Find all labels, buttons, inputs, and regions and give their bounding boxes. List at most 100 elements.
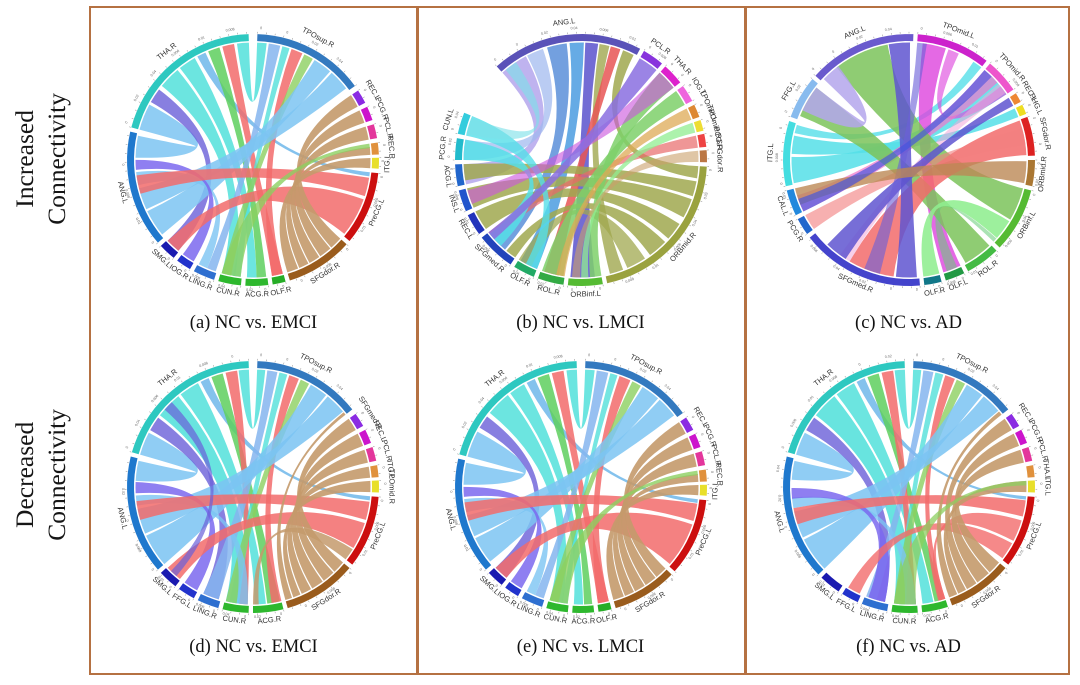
svg-text:0.04: 0.04	[546, 610, 554, 616]
svg-text:0.04: 0.04	[134, 419, 141, 427]
svg-text:0.01: 0.01	[781, 192, 787, 200]
svg-text:0: 0	[260, 353, 262, 357]
svg-text:0: 0	[381, 466, 385, 469]
svg-text:0: 0	[994, 59, 998, 63]
svg-text:INS.L: INS.L	[447, 193, 462, 214]
svg-text:0.006: 0.006	[499, 376, 509, 385]
svg-text:0.04: 0.04	[336, 57, 344, 65]
svg-text:0: 0	[699, 104, 703, 107]
svg-text:0: 0	[995, 254, 999, 258]
svg-text:ITG.L: ITG.L	[765, 143, 775, 162]
svg-text:0.008: 0.008	[553, 354, 563, 360]
svg-text:0: 0	[709, 169, 713, 171]
svg-text:0: 0	[890, 287, 893, 291]
svg-text:0: 0	[708, 503, 712, 506]
svg-text:0.006: 0.006	[701, 524, 708, 534]
svg-text:0.008: 0.008	[124, 189, 130, 199]
svg-text:0: 0	[527, 277, 530, 281]
svg-text:ANG.L: ANG.L	[116, 180, 130, 204]
svg-text:0: 0	[378, 124, 382, 127]
svg-text:0.04: 0.04	[218, 283, 226, 289]
svg-text:SFGdor.R: SFGdor.R	[1038, 116, 1053, 151]
svg-text:0.02: 0.02	[541, 30, 549, 36]
svg-text:0: 0	[260, 26, 262, 30]
svg-text:0.02: 0.02	[573, 615, 580, 619]
svg-text:0.006: 0.006	[519, 600, 529, 608]
svg-text:0: 0	[348, 571, 352, 575]
svg-text:CUN.R: CUN.R	[216, 285, 242, 298]
svg-text:0: 0	[300, 278, 303, 282]
svg-text:0: 0	[784, 110, 788, 113]
svg-text:ORBmid.R: ORBmid.R	[668, 230, 698, 264]
svg-text:0.01: 0.01	[1018, 549, 1025, 557]
svg-text:0.008: 0.008	[225, 27, 235, 33]
svg-text:0.006: 0.006	[374, 521, 381, 531]
svg-text:TPOmid.R: TPOmid.R	[387, 469, 396, 505]
svg-text:0.006: 0.006	[481, 244, 490, 253]
svg-text:0.04: 0.04	[222, 611, 230, 616]
svg-text:0: 0	[779, 182, 783, 185]
svg-text:0.01: 0.01	[818, 580, 826, 588]
svg-text:0: 0	[244, 615, 246, 619]
svg-text:0: 0	[811, 67, 815, 71]
svg-text:0.02: 0.02	[777, 495, 782, 502]
svg-text:0.02: 0.02	[885, 354, 893, 359]
svg-text:0: 0	[1033, 447, 1037, 450]
svg-text:0.02: 0.02	[121, 488, 125, 495]
svg-text:0: 0	[709, 487, 713, 489]
svg-text:0: 0	[360, 411, 364, 415]
svg-text:0.01: 0.01	[688, 552, 695, 560]
svg-text:0.02: 0.02	[311, 367, 319, 374]
svg-text:0: 0	[571, 288, 573, 292]
svg-text:0.04: 0.04	[776, 465, 781, 472]
svg-text:0: 0	[472, 232, 476, 236]
svg-text:0.02: 0.02	[448, 138, 453, 145]
svg-text:0.008: 0.008	[452, 516, 458, 526]
svg-text:0: 0	[1037, 162, 1041, 164]
svg-text:0.04: 0.04	[570, 26, 577, 30]
svg-text:PCG.R: PCG.R	[437, 135, 448, 160]
svg-text:0.01: 0.01	[173, 375, 181, 382]
svg-text:0.01: 0.01	[360, 225, 367, 233]
svg-text:0.02: 0.02	[461, 421, 468, 429]
svg-text:0: 0	[670, 62, 674, 66]
svg-text:0.02: 0.02	[246, 288, 253, 292]
svg-text:0: 0	[691, 415, 695, 419]
svg-text:0: 0	[858, 362, 861, 366]
svg-text:0: 0	[459, 208, 463, 211]
svg-text:0: 0	[800, 232, 804, 236]
svg-text:0: 0	[942, 357, 945, 361]
svg-text:0: 0	[452, 448, 456, 451]
svg-text:0.01: 0.01	[362, 549, 369, 557]
svg-text:ITG.L: ITG.L	[710, 481, 719, 500]
svg-text:0: 0	[383, 482, 387, 484]
svg-text:LING.R: LING.R	[859, 608, 886, 624]
svg-text:0: 0	[231, 354, 234, 358]
svg-text:0.008: 0.008	[453, 191, 459, 201]
svg-text:OLF.R: OLF.R	[270, 284, 293, 297]
svg-text:0.04: 0.04	[832, 264, 840, 271]
svg-text:0: 0	[711, 152, 715, 154]
svg-text:0.006: 0.006	[860, 606, 870, 613]
svg-text:0: 0	[563, 614, 566, 618]
svg-text:0.006: 0.006	[195, 602, 205, 609]
svg-text:0.02: 0.02	[858, 278, 866, 284]
svg-text:0.01: 0.01	[463, 544, 470, 552]
svg-text:0: 0	[125, 446, 129, 449]
svg-text:0.008: 0.008	[1012, 78, 1021, 88]
svg-text:TPOmid.L: TPOmid.L	[941, 20, 976, 41]
svg-text:0: 0	[709, 135, 713, 138]
svg-text:0: 0	[1016, 411, 1020, 415]
svg-text:0: 0	[705, 120, 709, 123]
svg-text:0: 0	[282, 284, 285, 288]
svg-text:0: 0	[1004, 571, 1008, 575]
svg-text:0.02: 0.02	[639, 367, 647, 374]
svg-text:0: 0	[779, 127, 783, 130]
svg-text:OLF.L: OLF.L	[947, 277, 969, 293]
svg-text:0: 0	[558, 286, 561, 290]
svg-text:CUN.L: CUN.L	[440, 107, 455, 131]
svg-text:0: 0	[381, 160, 385, 162]
svg-text:0: 0	[449, 490, 453, 492]
svg-text:CUN.R: CUN.R	[892, 616, 917, 626]
svg-text:0.02: 0.02	[923, 613, 930, 618]
